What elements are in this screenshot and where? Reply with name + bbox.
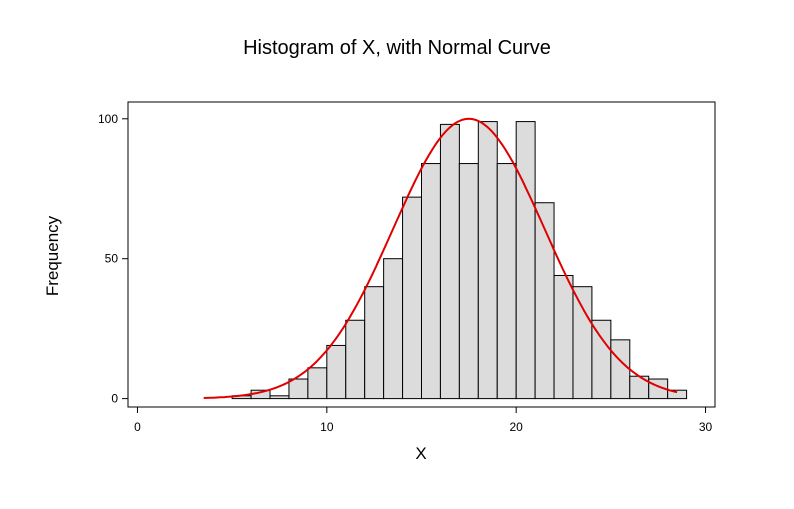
histogram-bar bbox=[439, 123, 460, 400]
plot-frame bbox=[127, 101, 716, 408]
x-tick-label: 0 bbox=[134, 420, 141, 434]
histogram-bar bbox=[572, 286, 593, 400]
histogram-bar bbox=[383, 258, 404, 400]
normal-curve-layer bbox=[203, 117, 678, 399]
histogram-bar bbox=[269, 395, 290, 400]
chart-title: Histogram of X, with Normal Curve bbox=[243, 37, 551, 59]
histogram-bar bbox=[477, 121, 498, 400]
histogram-bar bbox=[288, 378, 309, 400]
x-axis: 0 10 20 30 bbox=[134, 407, 713, 434]
x-tick-label: 20 bbox=[509, 420, 523, 434]
histogram-bar bbox=[553, 274, 574, 400]
histogram-bar bbox=[326, 344, 347, 400]
bars-group bbox=[231, 121, 688, 400]
histogram-bar bbox=[307, 367, 328, 400]
histogram-bar bbox=[345, 319, 366, 400]
normal-curve bbox=[203, 117, 678, 399]
histogram-bar bbox=[534, 202, 555, 400]
histogram-bar bbox=[667, 389, 688, 400]
histogram-bar bbox=[591, 319, 612, 400]
y-axis: 0 50 100 bbox=[98, 112, 128, 406]
histogram-bar bbox=[496, 163, 517, 400]
histogram-bar bbox=[364, 286, 385, 400]
histogram-bar bbox=[402, 196, 422, 400]
x-axis-label: X bbox=[415, 444, 426, 463]
y-tick-label: 0 bbox=[111, 392, 118, 406]
histogram-bar bbox=[515, 121, 536, 400]
y-axis-label: Frequency bbox=[43, 215, 62, 296]
y-tick-label: 100 bbox=[98, 112, 118, 126]
histogram-bar bbox=[458, 163, 479, 400]
y-tick-label: 50 bbox=[105, 252, 119, 266]
histogram-bar bbox=[610, 339, 631, 400]
x-tick-label: 30 bbox=[699, 420, 713, 434]
histogram-bar bbox=[421, 163, 441, 400]
x-tick-label: 10 bbox=[320, 420, 334, 434]
